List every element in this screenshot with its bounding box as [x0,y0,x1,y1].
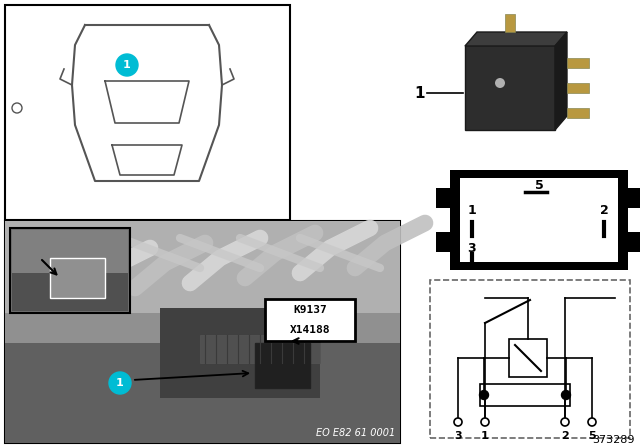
Bar [430,280,630,438]
Bar [265,299,355,341]
Text: 1: 1 [415,86,425,100]
Circle shape [12,103,22,113]
Text: 373289: 373289 [593,435,635,445]
Bar [5,343,400,443]
Bar [405,3,635,168]
Bar [200,335,320,363]
Bar [567,58,589,68]
Bar [509,339,547,377]
Bar [5,221,400,443]
Circle shape [479,391,488,400]
Bar [436,232,450,252]
Bar [12,230,128,311]
Text: K9137: K9137 [293,305,327,315]
Bar [628,232,640,252]
Bar [567,108,589,118]
Circle shape [109,372,131,394]
Bar [50,258,105,298]
Bar [5,221,400,443]
Circle shape [116,54,138,76]
Bar [460,178,618,262]
Text: 2: 2 [561,431,569,441]
Text: 1: 1 [481,431,489,441]
Text: 1: 1 [116,378,124,388]
Polygon shape [465,32,567,46]
Text: X14188: X14188 [290,325,330,335]
Circle shape [588,418,596,426]
Bar [436,188,450,208]
Bar [5,5,290,220]
Bar [567,83,589,93]
Bar [255,343,310,388]
Circle shape [454,418,462,426]
Text: 1: 1 [123,60,131,70]
Bar [160,308,320,398]
Bar [10,228,130,313]
Circle shape [561,391,570,400]
Text: EO E82 61 0001: EO E82 61 0001 [316,428,395,438]
Text: 1: 1 [468,203,476,216]
Bar [450,170,628,270]
Text: 2: 2 [600,203,609,216]
Bar [12,230,128,273]
Text: 3: 3 [468,241,476,254]
Bar [480,384,570,406]
Bar [5,221,400,313]
Text: 3: 3 [454,431,462,441]
Polygon shape [555,32,567,130]
Bar [505,14,515,32]
Text: 5: 5 [588,431,596,441]
Circle shape [495,78,505,88]
Bar [465,45,555,130]
Circle shape [561,418,569,426]
Bar [628,188,640,208]
Circle shape [481,418,489,426]
Text: 5: 5 [534,178,543,191]
